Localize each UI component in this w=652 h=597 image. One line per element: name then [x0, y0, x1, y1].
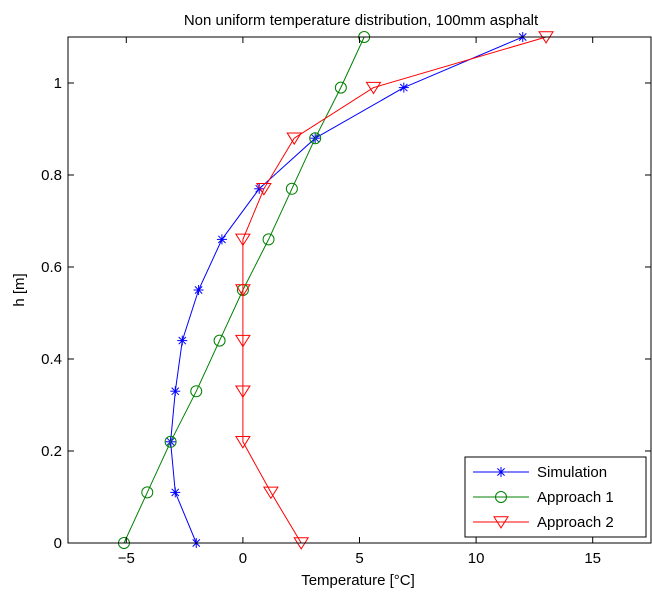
data-point [234, 436, 251, 449]
y-tick-label: 0 [54, 535, 62, 552]
data-point [190, 385, 203, 398]
series-line-3 [242, 36, 547, 544]
chart-title: Non uniform temperature distribution, 10… [184, 12, 539, 29]
legend-label: Simulation [537, 464, 607, 481]
x-tick-label: −5 [118, 550, 135, 567]
legend-entry: Simulation [473, 464, 607, 481]
series-layer [117, 31, 554, 550]
y-tick-label: 0.2 [41, 443, 62, 460]
data-point [213, 334, 226, 347]
y-axis-label: h [m] [11, 273, 28, 306]
legend-entry: Approach 2 [473, 514, 614, 531]
data-point [286, 132, 303, 146]
data-point [164, 435, 177, 448]
y-tick-label: 0.8 [41, 167, 62, 184]
legend-label: Approach 1 [537, 489, 614, 506]
legend: Simulation Approach 1 Approach 2 [464, 456, 647, 538]
data-point [255, 183, 272, 196]
x-tick-label: 0 [239, 550, 247, 567]
data-point [170, 487, 181, 498]
data-point [262, 486, 279, 500]
data-point [309, 132, 322, 145]
data-point [170, 386, 181, 397]
x-tick-label: 10 [468, 550, 485, 567]
data-point [141, 486, 154, 499]
data-point [234, 334, 251, 348]
data-point [285, 182, 298, 195]
series-3 [234, 31, 554, 550]
data-point [398, 82, 409, 93]
data-point [177, 335, 188, 346]
data-point [262, 233, 275, 246]
y-tick-label: 0.6 [41, 259, 62, 276]
legend-label: Approach 2 [537, 514, 614, 531]
x-tick-label: 15 [584, 550, 601, 567]
data-point [234, 385, 251, 399]
legend-marker [495, 491, 507, 503]
y-tick-label: 1 [54, 75, 62, 92]
axes-layer: −5 0 5 10 15 0 0.2 0.4 0.6 0.8 1 [41, 36, 652, 567]
data-point [193, 285, 204, 295]
data-point [234, 233, 251, 247]
y-tick-label: 0.4 [41, 351, 62, 368]
data-point [334, 81, 347, 94]
legend-marker [496, 467, 506, 477]
x-tick-label: 5 [355, 550, 363, 567]
x-axis-label: Temperature [°C] [301, 572, 415, 589]
data-point [234, 284, 251, 297]
data-point [216, 234, 227, 245]
data-point [365, 81, 382, 95]
legend-entry: Approach 1 [473, 489, 614, 506]
legend-marker [493, 516, 509, 529]
